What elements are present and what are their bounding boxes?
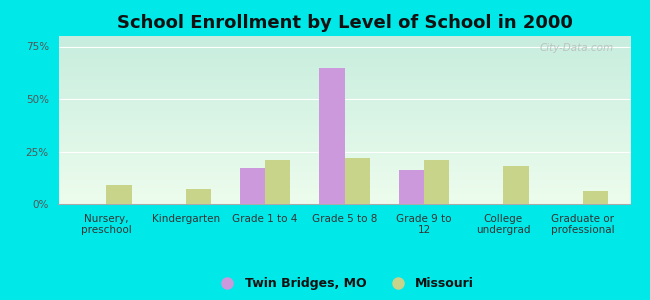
Bar [265,160,291,204]
Bar [344,158,370,204]
Bar [319,68,344,204]
Bar [398,170,424,204]
Legend: Twin Bridges, MO, Missouri: Twin Bridges, MO, Missouri [210,272,479,295]
Bar [583,191,608,204]
Bar [106,185,131,204]
Title: School Enrollment by Level of School in 2000: School Enrollment by Level of School in … [116,14,573,32]
Bar [240,168,265,204]
Bar [186,189,211,204]
Bar [424,160,449,204]
Text: City-Data.com: City-Data.com [540,43,614,53]
Bar [503,166,529,204]
